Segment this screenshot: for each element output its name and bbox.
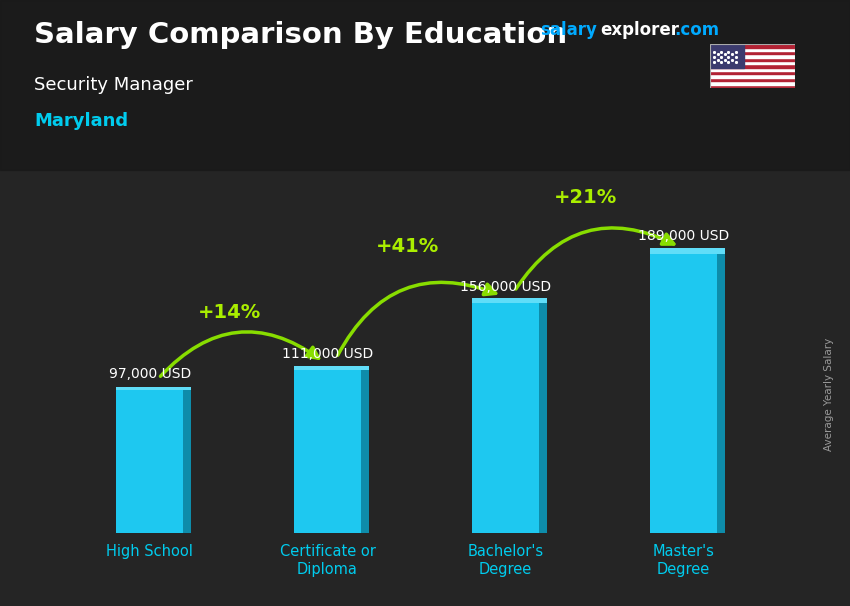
Bar: [710, 51, 795, 55]
Bar: [710, 75, 795, 78]
Bar: [710, 71, 795, 75]
Text: explorer: explorer: [600, 21, 679, 39]
Bar: [649, 255, 717, 533]
Bar: [294, 366, 370, 370]
FancyArrowPatch shape: [161, 332, 319, 376]
Bar: [472, 298, 547, 303]
Text: Salary Comparison By Education: Salary Comparison By Education: [34, 21, 567, 49]
Bar: [710, 68, 795, 71]
Bar: [717, 255, 725, 533]
Bar: [710, 48, 795, 51]
Text: +21%: +21%: [554, 188, 617, 207]
Text: +14%: +14%: [198, 303, 261, 322]
Text: salary: salary: [540, 21, 597, 39]
Text: Average Yearly Salary: Average Yearly Salary: [824, 338, 834, 450]
Bar: [710, 44, 744, 68]
Bar: [710, 61, 795, 64]
Bar: [710, 78, 795, 81]
Bar: [116, 387, 191, 390]
Text: +41%: +41%: [376, 237, 439, 256]
Bar: [116, 390, 184, 533]
Bar: [539, 303, 547, 533]
Text: Maryland: Maryland: [34, 112, 128, 130]
FancyArrowPatch shape: [516, 228, 674, 289]
Text: 156,000 USD: 156,000 USD: [460, 280, 551, 295]
Bar: [710, 58, 795, 61]
Text: 189,000 USD: 189,000 USD: [638, 228, 729, 242]
Bar: [649, 248, 725, 255]
Bar: [710, 55, 795, 58]
Bar: [294, 370, 361, 533]
Bar: [710, 44, 795, 48]
Bar: [710, 81, 795, 84]
Bar: [710, 84, 795, 88]
Bar: [184, 390, 191, 533]
Text: 97,000 USD: 97,000 USD: [109, 367, 190, 381]
Bar: [472, 303, 539, 533]
Text: Security Manager: Security Manager: [34, 76, 193, 94]
Text: 111,000 USD: 111,000 USD: [282, 347, 373, 361]
Bar: [361, 370, 370, 533]
Bar: [710, 64, 795, 68]
FancyArrowPatch shape: [337, 282, 496, 355]
Text: .com: .com: [674, 21, 719, 39]
